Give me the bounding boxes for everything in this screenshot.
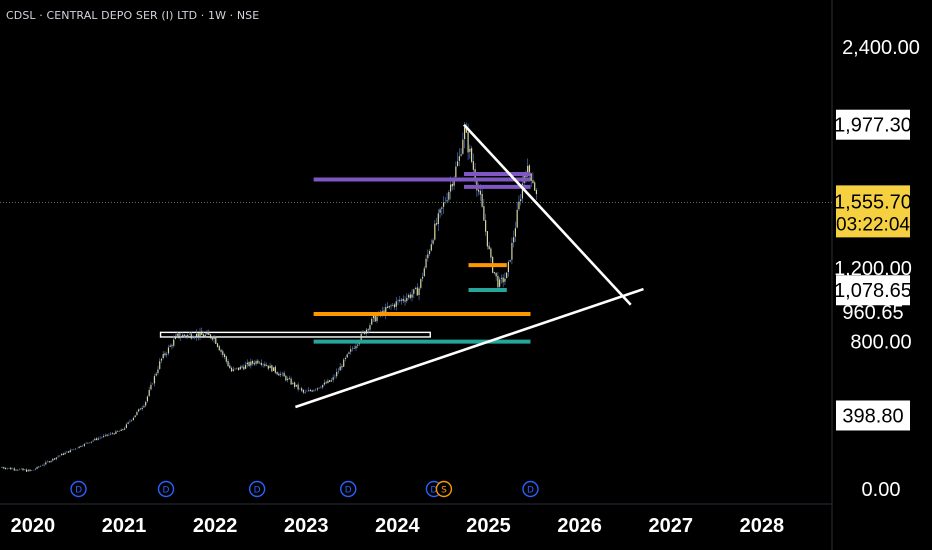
price-axis-tick: 800.00 (850, 332, 911, 354)
drawing-levels (313, 171, 531, 344)
price-axis-tick: 0.00 (862, 479, 901, 501)
time-axis-tick: 2024 (375, 515, 420, 537)
dividend-event-label: D (345, 486, 352, 496)
support-zone (159, 331, 431, 338)
time-axis-tick: 2021 (102, 515, 147, 537)
symbol-title: CDSL · CENTRAL DEPO SER (I) LTD · 1W · N… (6, 9, 260, 22)
price-tag-label: 1,977.30 (834, 115, 912, 137)
dividend-event-label: D (75, 486, 82, 496)
dividend-event-label: D (430, 486, 437, 496)
price-candles (1, 122, 538, 472)
price-tag-label: 1,078.65 (834, 280, 912, 302)
split-event-icon (435, 480, 453, 498)
price-tag-box (836, 109, 910, 140)
price-axis-tick: 2,400.00 (842, 37, 920, 59)
time-axis-tick: 2022 (193, 515, 238, 537)
dividend-event-label: D (527, 486, 534, 496)
price-tag-box (836, 275, 910, 306)
resistance-trendline (463, 123, 632, 306)
time-axis-tick: 2020 (11, 515, 56, 537)
time-axis-tick: 2028 (740, 515, 785, 537)
bar-countdown: 03:22:04 (836, 214, 910, 235)
dividend-event-icon (522, 480, 539, 498)
split-event-label: S (441, 486, 447, 496)
dividend-event-label: D (163, 486, 170, 496)
time-axis-tick: 2027 (649, 515, 694, 537)
current-price-value: 1,555.70 (834, 191, 912, 213)
time-axis-tick: 2023 (284, 515, 329, 537)
current-price-tag (836, 185, 910, 238)
dividend-event-icon (70, 480, 87, 498)
dividend-event-label: D (254, 486, 261, 496)
price-level-label: 1,200.00 (834, 258, 912, 280)
price-level-label: 960.65 (842, 302, 903, 324)
price-tag-label: 398.80 (842, 405, 903, 427)
chart-frame (0, 0, 833, 550)
dividend-event-icon (340, 480, 357, 498)
time-axis-tick: 2026 (557, 515, 602, 537)
price-axis: 2,400.00 800.00 0.00 1,977.30 1,200.001,078.… (834, 37, 920, 501)
support-trendline (294, 287, 644, 409)
drawing-trendlines (294, 123, 644, 409)
drawing-zones (159, 331, 431, 338)
price-tag-box (836, 400, 910, 431)
dividend-event-icon (248, 480, 266, 498)
time-axis-tick: 2025 (466, 515, 511, 537)
time-axis: 2020 2021 2022 2023 2024 2025 2026 2027 2028 (11, 515, 784, 537)
dividend-event-icon (157, 480, 175, 498)
